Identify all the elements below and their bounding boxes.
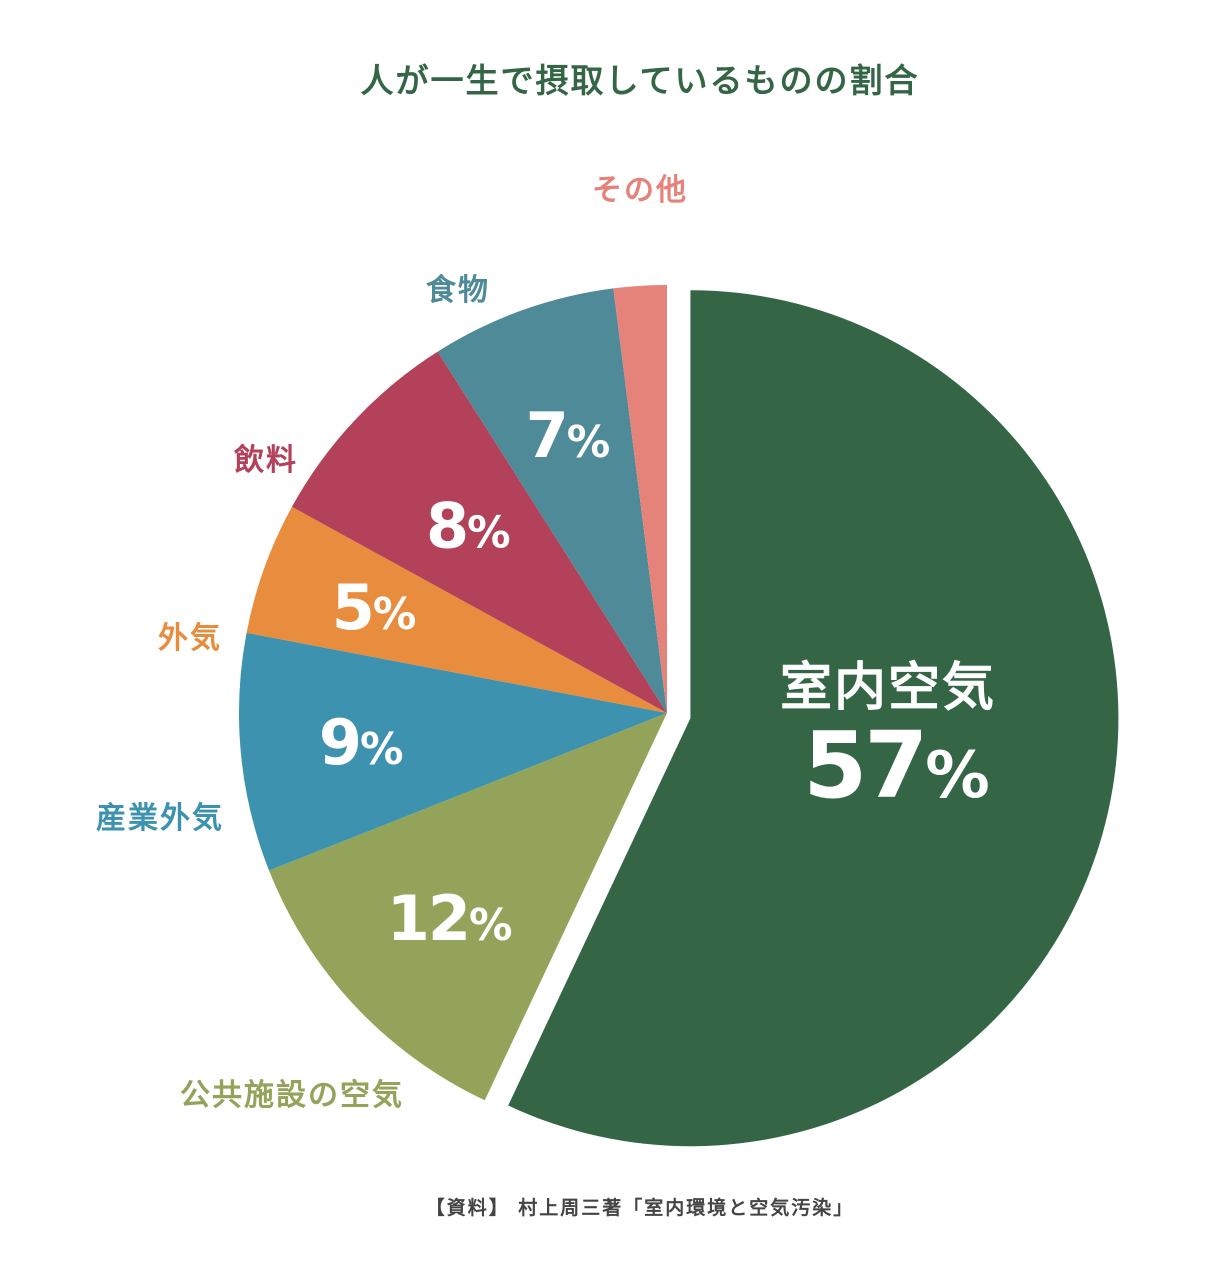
- chart-title: 人が一生で摂取しているものの割合: [360, 61, 919, 100]
- slice-2-name-label: 公共施設の空気: [180, 1078, 404, 1113]
- slice-7-name-label: その他: [592, 173, 688, 208]
- slice-2: [269, 713, 667, 1101]
- pie-slices: [238, 285, 1119, 1147]
- chart-source: 【資料】 村上周三著「室内環境と空気汚染」: [426, 1196, 855, 1219]
- slice-4-value-label: 5%: [332, 571, 416, 644]
- slice-4-name-label: 外気: [158, 621, 222, 656]
- slice-3-value-label: 9%: [319, 706, 403, 779]
- slice-3-name-label: 産業外気: [96, 801, 224, 836]
- slice-3: [238, 632, 667, 871]
- slice-5-value-label: 8%: [426, 489, 510, 562]
- slice-6: [437, 288, 667, 713]
- slice-5-name-label: 飲料: [234, 443, 298, 478]
- slice-2-value-label: 12%: [387, 882, 512, 955]
- slice-1-name-label: 室内空気: [780, 658, 996, 718]
- slice-6-name-label: 食物: [426, 273, 490, 308]
- slice-4: [246, 506, 667, 713]
- slice-7-value-label: 2%: [599, 210, 683, 283]
- slice-1: [508, 290, 1119, 1147]
- slice-6-value-label: 7%: [526, 399, 610, 472]
- slice-5: [291, 351, 667, 713]
- slice-7: [613, 285, 667, 713]
- slice-1-value-label: 57%: [803, 712, 988, 819]
